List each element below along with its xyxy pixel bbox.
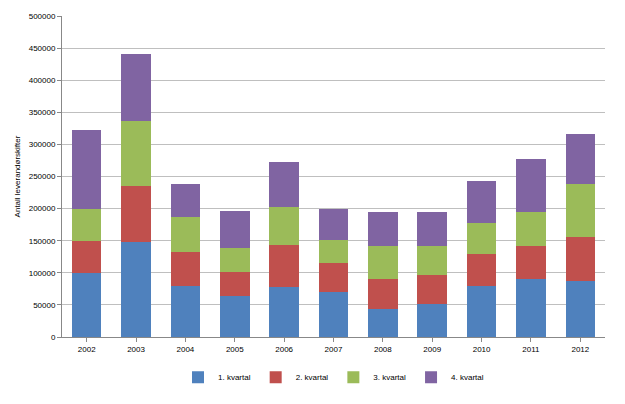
- svg-text:4. kvartal: 4. kvartal: [451, 373, 484, 382]
- svg-text:100000: 100000: [29, 269, 56, 278]
- svg-text:2007: 2007: [325, 345, 343, 354]
- svg-text:300000: 300000: [29, 140, 56, 149]
- svg-text:2003: 2003: [127, 345, 145, 354]
- svg-text:2010: 2010: [473, 345, 491, 354]
- svg-text:2011: 2011: [522, 345, 540, 354]
- svg-text:Antall leverandørskifter: Antall leverandørskifter: [13, 135, 22, 217]
- svg-text:50000: 50000: [33, 301, 56, 310]
- svg-text:2008: 2008: [374, 345, 392, 354]
- svg-text:150000: 150000: [29, 237, 56, 246]
- svg-text:2. kvartal: 2. kvartal: [296, 373, 329, 382]
- svg-text:400000: 400000: [29, 76, 56, 85]
- svg-text:2005: 2005: [226, 345, 244, 354]
- svg-text:0: 0: [51, 333, 56, 342]
- svg-text:2002: 2002: [78, 345, 96, 354]
- svg-text:2012: 2012: [571, 345, 589, 354]
- svg-text:450000: 450000: [29, 44, 56, 53]
- svg-text:200000: 200000: [29, 204, 56, 213]
- svg-text:2006: 2006: [275, 345, 293, 354]
- svg-text:350000: 350000: [29, 108, 56, 117]
- svg-text:250000: 250000: [29, 172, 56, 181]
- svg-text:500000: 500000: [29, 12, 56, 21]
- svg-text:2009: 2009: [423, 345, 441, 354]
- svg-text:3. kvartal: 3. kvartal: [373, 373, 406, 382]
- svg-text:1. kvartal: 1. kvartal: [218, 373, 251, 382]
- svg-text:2004: 2004: [177, 345, 195, 354]
